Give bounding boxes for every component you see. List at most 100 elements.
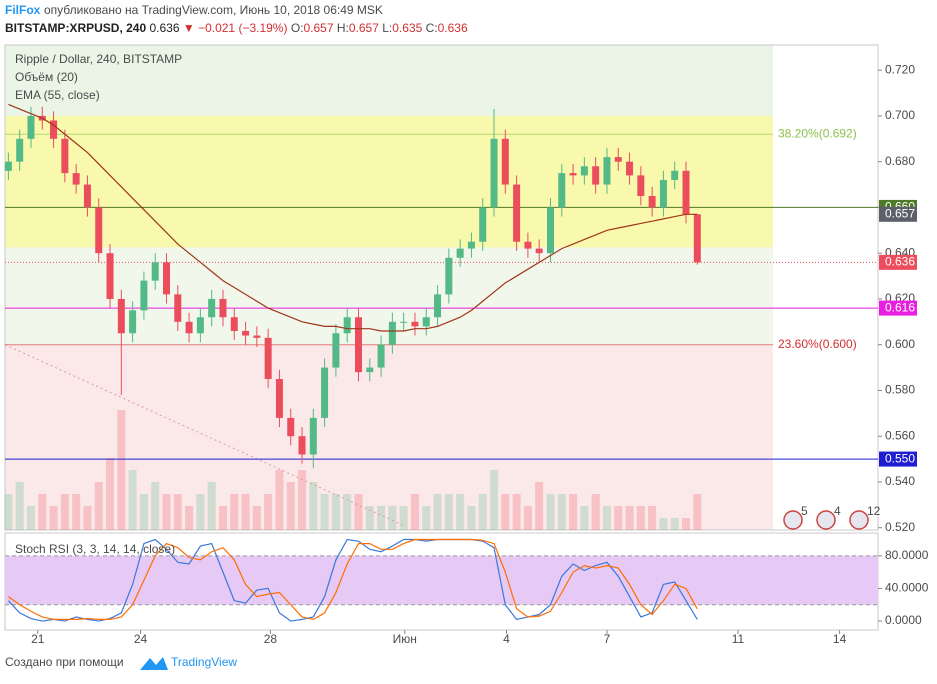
volume-bar <box>501 494 510 530</box>
ohlc: H: <box>337 21 349 35</box>
candle-body <box>83 184 91 208</box>
fib-zone <box>5 45 773 116</box>
volume-bar <box>264 494 273 530</box>
candle-body <box>400 321 408 323</box>
candle-body <box>693 214 701 263</box>
price-label-box <box>879 206 917 222</box>
x-tick-label: 11 <box>732 632 745 646</box>
y-tick-label: 0.540 <box>885 474 915 488</box>
price-label: 0.550 <box>885 451 915 465</box>
volume-bar <box>72 494 81 530</box>
volume-bar <box>399 506 408 530</box>
zones <box>5 45 773 530</box>
volume-bar <box>15 482 24 530</box>
pane-title: Ripple / Dollar, 240, BITSTAMP <box>15 52 182 66</box>
candle-body <box>321 367 329 418</box>
y-tick-label: 0.680 <box>885 154 915 168</box>
candle-body <box>637 175 645 196</box>
stoch-band <box>5 555 878 605</box>
ohlc: O: <box>291 21 304 35</box>
volume-bar <box>252 506 261 530</box>
footer-text: Создано при помощи <box>5 655 124 669</box>
volume-bar <box>173 494 182 530</box>
candle-body <box>16 138 24 162</box>
candle-body <box>546 207 554 254</box>
volume-bar <box>4 494 13 530</box>
volume-bar <box>456 494 465 530</box>
candle-body <box>366 367 374 373</box>
volume-bar <box>94 482 103 530</box>
plot: 38.20%(0.692) 23.60%(0.600) 0.720 0.700 0.68… <box>4 44 929 646</box>
volume-bar <box>298 470 307 530</box>
candle-body <box>219 298 227 318</box>
volume-bar <box>659 518 668 530</box>
footer-brand[interactable]: TradingView <box>171 655 237 669</box>
candle-body <box>208 298 216 318</box>
volume-legend: Объём (20) <box>15 70 78 84</box>
volume-bar <box>241 494 250 530</box>
candle-body <box>95 207 103 254</box>
volume-bar <box>162 494 171 530</box>
ema-line <box>8 103 698 332</box>
event-count: 12 <box>867 504 881 518</box>
candle-body <box>72 173 80 185</box>
event-flag <box>783 510 803 530</box>
candle-body <box>50 120 58 139</box>
fib-label: 38.20%(0.692) <box>778 126 857 140</box>
candle-body <box>592 166 600 185</box>
candle-body <box>524 241 532 249</box>
ohlc: C: <box>426 21 438 35</box>
volume-bar <box>388 506 397 530</box>
volume-bar <box>512 494 521 530</box>
volume-bar <box>185 506 194 530</box>
ema-legend: EMA (55, close) <box>15 88 100 102</box>
candle-body <box>343 317 351 334</box>
y-tick-label: 0.0000 <box>885 613 922 627</box>
fib-zone <box>5 344 773 530</box>
x-tick-label: 28 <box>264 632 278 646</box>
candle-body <box>648 195 656 208</box>
candle-body <box>354 317 362 373</box>
fib-label: 23.60%(0.600) <box>778 337 857 351</box>
volume-bar <box>422 506 431 530</box>
volume-bar <box>580 506 589 530</box>
volume-bar <box>490 470 499 530</box>
ohlc: 0.635 <box>392 21 422 35</box>
price-label-box <box>879 451 917 467</box>
candle-body <box>377 344 385 368</box>
volume-bar <box>151 482 160 530</box>
y-tick-label: 0.560 <box>885 428 915 442</box>
y-tick-label: 0.720 <box>885 62 915 76</box>
volume-bar <box>670 518 679 530</box>
volume-bar <box>331 494 340 530</box>
volume-bar <box>377 506 386 530</box>
x-tick-label: 21 <box>31 632 45 646</box>
volume-bar <box>636 506 645 530</box>
candle-body <box>614 157 622 162</box>
candle-body <box>264 337 272 380</box>
candle-body <box>4 161 12 171</box>
volume-bar <box>569 494 578 530</box>
candle-body <box>27 115 35 139</box>
candle-body <box>140 280 148 311</box>
volume-bar <box>309 482 318 530</box>
candle-body <box>242 330 250 336</box>
volume-bar <box>557 494 566 530</box>
stoch-line <box>7 538 698 622</box>
change: ▼ −0.021 (−3.19%) <box>183 21 288 35</box>
candle-body <box>603 157 611 185</box>
ohlc: 0.636 <box>438 21 468 35</box>
ohlc: 0.657 <box>303 21 333 35</box>
volume-bar <box>230 494 239 530</box>
x-tick-label: 4 <box>503 632 510 646</box>
candle-body <box>230 317 238 331</box>
y-tick-label: 40.0000 <box>885 581 929 595</box>
brand[interactable]: FilFox <box>5 3 41 17</box>
volume-bar <box>218 506 227 530</box>
volume-bar <box>320 494 329 530</box>
candle-body <box>275 379 283 418</box>
candle-body <box>185 321 193 334</box>
y-tick-label: 0.580 <box>885 383 915 397</box>
candle-body <box>151 262 159 281</box>
